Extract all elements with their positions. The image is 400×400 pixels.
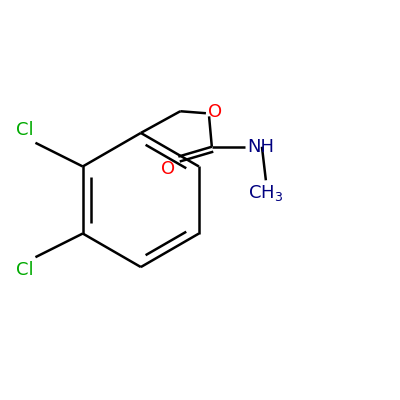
Text: Cl: Cl bbox=[16, 121, 34, 139]
Text: CH$_3$: CH$_3$ bbox=[248, 183, 284, 203]
Text: O: O bbox=[161, 160, 175, 178]
Text: NH: NH bbox=[247, 138, 274, 156]
Text: Cl: Cl bbox=[16, 261, 34, 279]
Text: O: O bbox=[208, 104, 222, 122]
